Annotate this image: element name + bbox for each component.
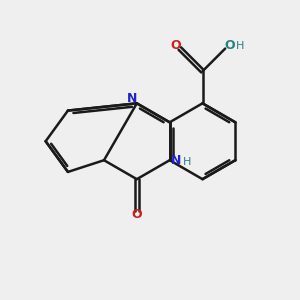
Text: O: O — [170, 39, 181, 52]
Text: O: O — [131, 208, 142, 221]
Text: H: H — [183, 157, 191, 167]
Text: H: H — [236, 40, 244, 51]
Text: O: O — [224, 39, 235, 52]
Text: N: N — [126, 92, 137, 106]
Text: N: N — [171, 154, 181, 167]
